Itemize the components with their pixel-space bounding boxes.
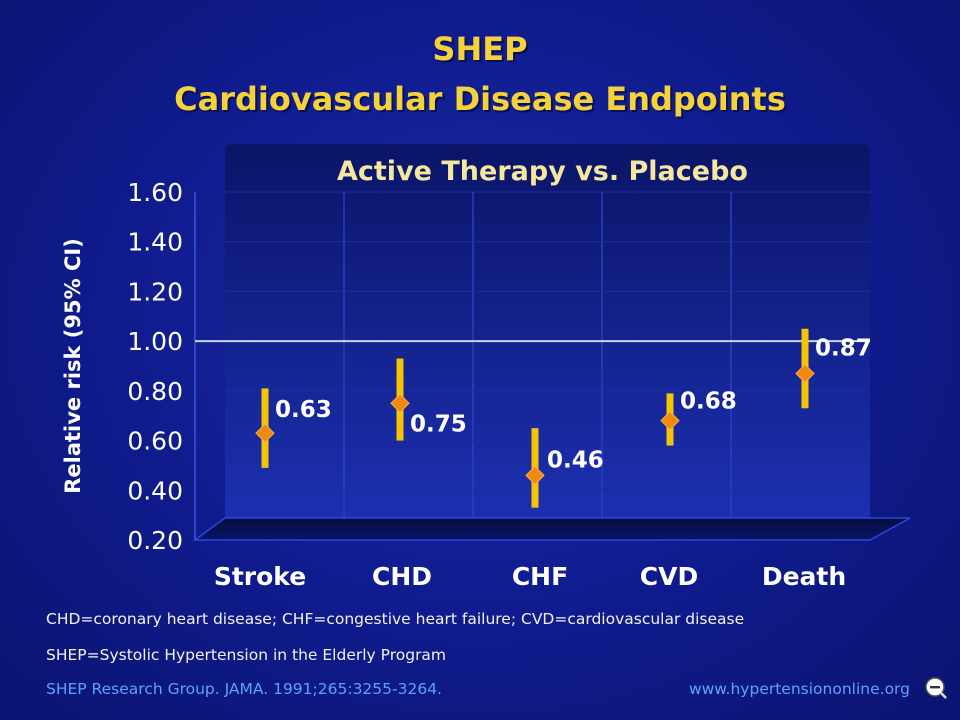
x-tick-label-stroke: Stroke [214, 562, 306, 591]
title-line-1: SHEP [432, 30, 528, 68]
x-tick-label-chf: CHF [512, 562, 568, 591]
y-tick-label: 1.00 [127, 327, 183, 356]
y-tick-label: 0.60 [127, 427, 183, 456]
data-label-chf: 0.46 [547, 447, 604, 473]
y-tick-label: 1.40 [127, 228, 183, 257]
abbreviation-note: CHD=coronary heart disease; CHF=congesti… [46, 610, 745, 628]
data-label-cvd: 0.68 [680, 389, 737, 415]
point-marker-stroke [255, 423, 275, 443]
x-tick-label-death: Death [762, 562, 846, 591]
y-tick-label: 1.60 [127, 178, 183, 207]
point-marker-chf [525, 465, 545, 486]
y-tick-label: 0.20 [127, 526, 183, 555]
data-label-stroke: 0.63 [275, 397, 332, 423]
zoom-out-icon[interactable] [924, 676, 948, 700]
title-line-2: Cardiovascular Disease Endpoints [174, 80, 786, 118]
plot-floor [192, 517, 911, 541]
y-tick-label: 0.80 [127, 377, 183, 406]
point-marker-cvd [660, 410, 680, 431]
website-link[interactable]: www.hypertensiononline.org [688, 680, 910, 698]
y-axis-label: Relative risk (95% CI) [61, 238, 85, 494]
chart-subtitle: Active Therapy vs. Placebo [337, 156, 748, 187]
relative-risk-chart: 1.60 1.40 1.20 1.00 0.80 0.60 0.40 0.20 Relative… [61, 144, 911, 591]
x-tick-label-chd: CHD [372, 562, 432, 591]
plot-back-wall [225, 144, 870, 518]
source-citation: SHEP Research Group. JAMA. 1991;265:3255… [46, 680, 442, 698]
x-tick-label-cvd: CVD [640, 562, 698, 591]
data-label-death: 0.87 [815, 335, 872, 361]
y-tick-label: 0.40 [127, 476, 183, 505]
data-label-chd: 0.75 [410, 411, 467, 437]
program-note: SHEP=Systolic Hypertension in the Elderl… [46, 646, 447, 664]
point-marker-chd [390, 393, 410, 413]
y-tick-label: 1.20 [127, 277, 183, 306]
point-marker-death [795, 363, 815, 384]
